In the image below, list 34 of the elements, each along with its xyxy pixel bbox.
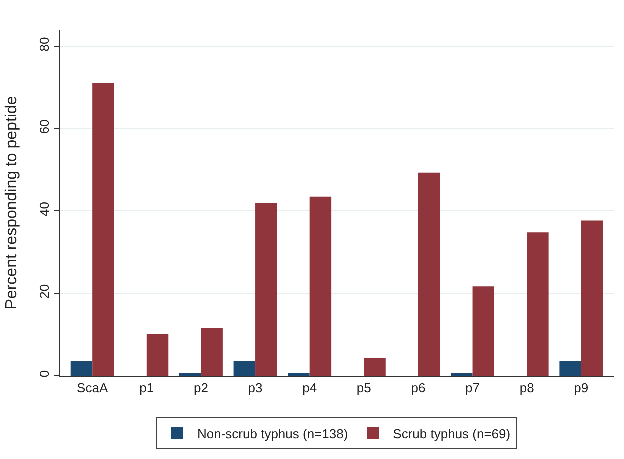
bar (527, 232, 549, 376)
y-axis-title: Percent responding to peptide (4, 96, 21, 310)
x-tick-label: p6 (411, 380, 426, 396)
legend-label: Non-scrub typhus (n=138) (198, 426, 348, 442)
x-tick-label: p4 (302, 380, 318, 396)
bar (201, 328, 223, 376)
x-tick-label: p8 (520, 380, 534, 396)
x-tick-label: p5 (356, 380, 372, 396)
bar (70, 361, 93, 376)
bar (234, 361, 256, 376)
bar (418, 172, 440, 376)
x-tick-label: p9 (574, 380, 589, 396)
bar (288, 373, 310, 376)
x-tick-label: p1 (140, 380, 154, 396)
x-tick-label: p3 (248, 380, 263, 396)
bar (146, 334, 169, 376)
x-tick-label: p2 (194, 380, 208, 396)
y-tick-label: 60 (36, 120, 52, 134)
bar (92, 84, 114, 376)
x-tick-label: ScaA (77, 380, 108, 396)
bar (364, 358, 386, 376)
y-tick-label: 80 (36, 37, 52, 52)
bar (310, 196, 332, 376)
bar (581, 220, 604, 376)
bar (179, 373, 202, 376)
x-tick-label: p7 (466, 380, 480, 396)
legend-label: Scrub typhus (n=69) (393, 426, 511, 442)
y-tick-label: 20 (36, 284, 52, 299)
bar (472, 286, 495, 376)
bar (451, 373, 473, 376)
y-tick-label: 0 (36, 370, 52, 378)
bar (256, 203, 278, 376)
bar (560, 361, 582, 376)
y-tick-label: 40 (36, 202, 52, 217)
